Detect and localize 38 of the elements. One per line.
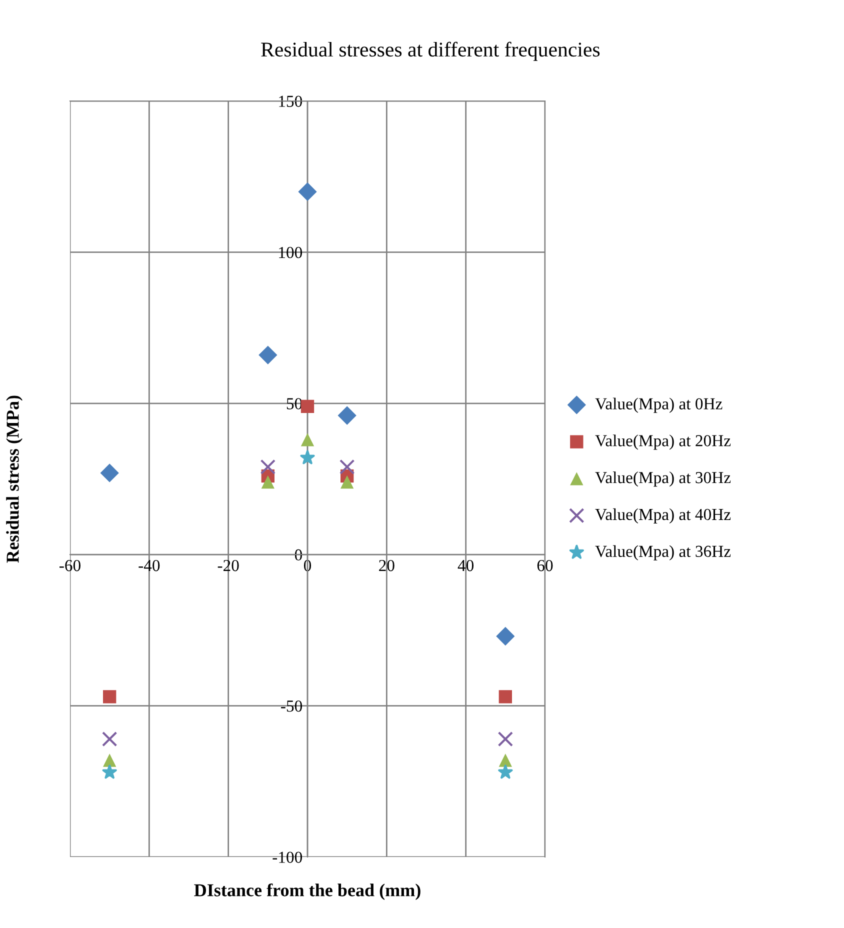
legend-label: Value(Mpa) at 40Hz — [595, 508, 731, 524]
x-tick-label: 20 — [379, 560, 394, 572]
point — [102, 764, 117, 779]
legend-label: Value(Mpa) at 30Hz — [595, 471, 731, 487]
x-tick-label: -60 — [60, 560, 80, 572]
point — [100, 464, 119, 482]
point — [496, 626, 515, 646]
point — [300, 400, 314, 414]
y-tick-label: 100 — [279, 246, 302, 258]
x-tick-label: -40 — [138, 560, 160, 572]
point — [102, 690, 116, 704]
point — [260, 459, 276, 475]
point — [102, 754, 116, 767]
x-tick-label: 40 — [458, 560, 474, 572]
point — [338, 406, 356, 425]
point — [300, 433, 314, 446]
x-tick-label: -20 — [218, 560, 239, 572]
legend-label: Value(Mpa) at 36Hz — [595, 545, 731, 560]
point — [339, 459, 355, 475]
point — [498, 690, 512, 704]
y-tick-label: -100 — [272, 852, 302, 863]
point — [258, 346, 278, 364]
point — [261, 475, 275, 489]
y-axis-title: Residual stress (MPa) — [6, 396, 22, 563]
x-tick-label: 0 — [304, 560, 312, 572]
x-tick-label: 60 — [537, 560, 553, 572]
y-tick-label: -50 — [281, 700, 302, 712]
chart-title: Residual stresses at different frequencies — [261, 42, 600, 61]
point — [498, 764, 513, 779]
legend-label: Value(Mpa) at 20Hz — [595, 434, 731, 450]
point — [498, 754, 512, 767]
point — [340, 475, 354, 489]
legend-label: Value(Mpa) at 0Hz — [595, 398, 722, 413]
point — [300, 450, 315, 464]
point — [102, 731, 118, 747]
x-axis-title: DIstance from the bead (mm) — [194, 883, 420, 900]
point — [498, 731, 514, 747]
point — [298, 182, 317, 202]
